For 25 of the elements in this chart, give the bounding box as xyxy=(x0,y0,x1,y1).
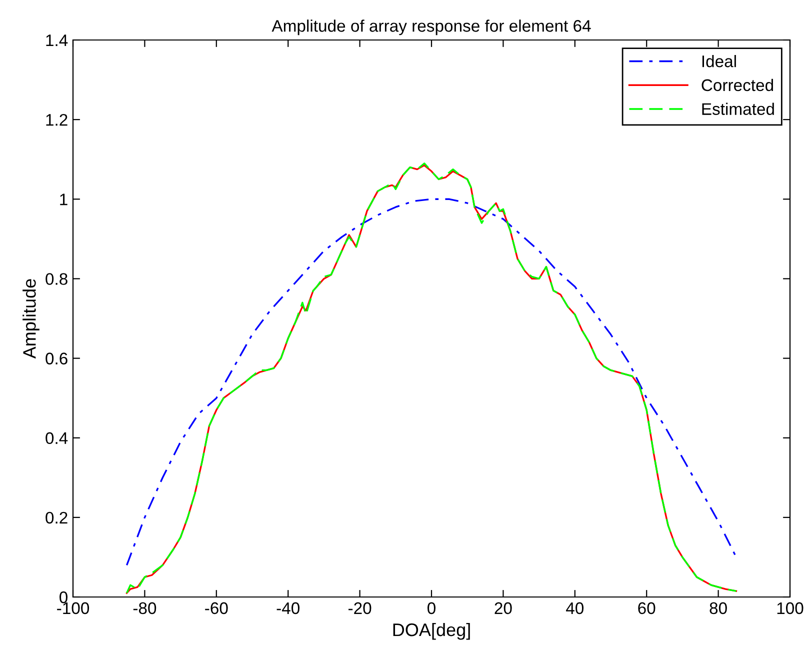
y-tick-label: 1 xyxy=(60,194,68,206)
legend-label: Estimated xyxy=(702,102,774,115)
x-tick-label: 40 xyxy=(566,602,584,614)
y-tick-label: 1.2 xyxy=(46,114,68,126)
legend-label: Corrected xyxy=(702,78,773,92)
x-axis-title: DOA[deg] xyxy=(393,622,470,640)
y-tick-label: 0.4 xyxy=(46,432,68,444)
x-tick-label: -80 xyxy=(133,602,156,614)
x-tick-label: -60 xyxy=(205,602,228,614)
x-tick-label: 80 xyxy=(710,602,727,614)
y-tick-label: 0.6 xyxy=(46,352,68,364)
y-tick-label: 0 xyxy=(60,591,68,604)
y-tick-label: 0.2 xyxy=(46,512,68,524)
y-tick-label: 0.8 xyxy=(46,273,68,285)
x-tick-label: -20 xyxy=(348,602,372,614)
y-tick-label: 1.4 xyxy=(46,34,68,46)
chart-title: Amplitude of array response for element 64 xyxy=(272,20,591,36)
legend-label: Ideal xyxy=(702,55,736,68)
x-tick-label: -100 xyxy=(57,602,90,614)
x-tick-label: 0 xyxy=(428,602,436,614)
x-tick-label: -40 xyxy=(276,602,300,614)
x-tick-label: 100 xyxy=(777,602,804,614)
x-tick-label: 20 xyxy=(494,602,512,614)
x-tick-label: 60 xyxy=(638,602,656,614)
y-axis-title: Amplitude xyxy=(22,279,40,359)
